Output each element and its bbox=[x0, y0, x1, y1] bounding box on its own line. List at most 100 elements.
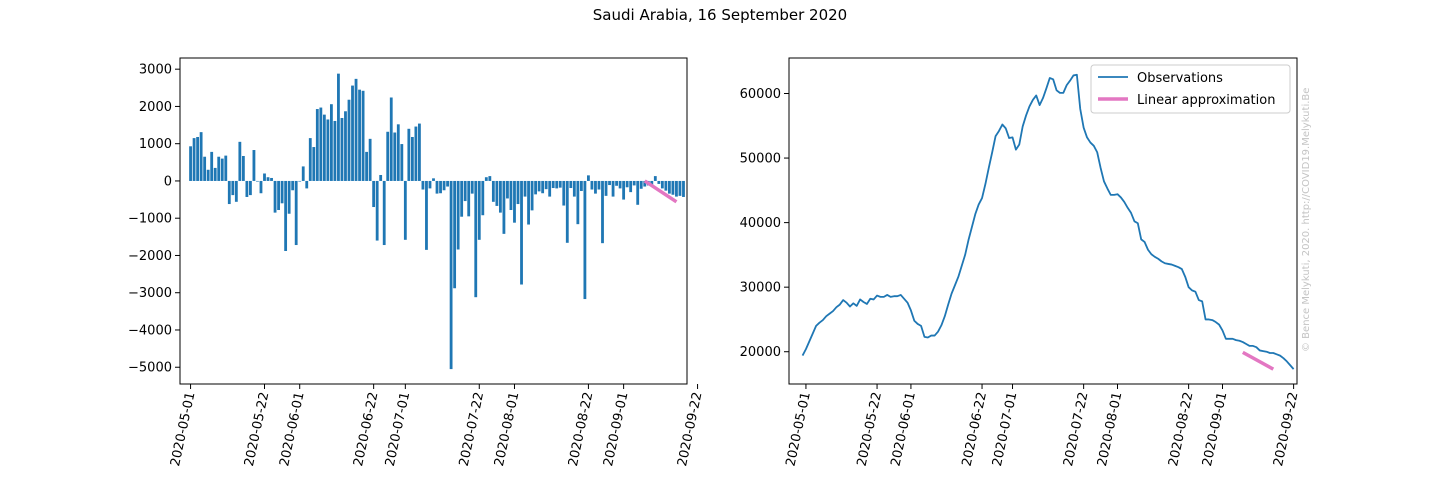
x-tick-label: 2020-08-22 bbox=[1166, 391, 1196, 468]
bar bbox=[347, 99, 351, 181]
bar bbox=[506, 180, 509, 199]
bar bbox=[491, 180, 495, 202]
bar bbox=[234, 180, 238, 202]
bar bbox=[375, 180, 379, 241]
bar bbox=[410, 136, 414, 181]
bar bbox=[572, 180, 576, 197]
bar bbox=[555, 180, 559, 189]
legend-label-observations: Observations bbox=[1137, 71, 1223, 86]
bar bbox=[537, 180, 541, 192]
bar bbox=[615, 180, 618, 186]
y-tick-label: −5000 bbox=[128, 361, 172, 376]
bar bbox=[305, 180, 309, 189]
bar bbox=[301, 166, 305, 181]
bar bbox=[611, 180, 615, 197]
bar bbox=[213, 167, 217, 181]
x-tick-label: 2020-09-01 bbox=[601, 391, 631, 468]
bar bbox=[467, 180, 471, 217]
bar bbox=[601, 180, 604, 244]
bar bbox=[273, 180, 277, 213]
bar bbox=[625, 180, 629, 188]
bar bbox=[428, 180, 432, 189]
bar bbox=[400, 144, 404, 181]
x-tick-label: 2020-05-22 bbox=[242, 391, 272, 468]
bar bbox=[449, 180, 453, 370]
bar bbox=[287, 180, 291, 214]
bar bbox=[280, 180, 284, 204]
x-tick-label: 2020-05-22 bbox=[855, 391, 885, 468]
bar bbox=[227, 180, 231, 205]
bar bbox=[562, 180, 566, 206]
bar bbox=[418, 123, 421, 181]
bar bbox=[618, 180, 622, 189]
y-tick-label: 1000 bbox=[139, 137, 172, 152]
bar bbox=[569, 180, 573, 189]
y-tick-label: −3000 bbox=[128, 286, 172, 301]
bar bbox=[675, 180, 678, 197]
bar bbox=[298, 180, 302, 182]
x-tick-label: 2020-07-01 bbox=[990, 391, 1020, 468]
bar bbox=[636, 180, 640, 205]
bar bbox=[382, 180, 386, 246]
bar bbox=[421, 180, 425, 190]
bar bbox=[495, 180, 499, 206]
bar bbox=[463, 180, 467, 202]
x-tick-label: 2020-08-22 bbox=[566, 391, 596, 468]
bar bbox=[354, 78, 358, 181]
x-tick-label: 2020-08-01 bbox=[1095, 391, 1125, 468]
figure-title: Saudi Arabia, 16 September 2020 bbox=[592, 6, 848, 24]
bar bbox=[632, 180, 636, 186]
bar bbox=[579, 180, 583, 192]
legend-box bbox=[1090, 64, 1291, 114]
bar bbox=[608, 180, 611, 186]
bar bbox=[456, 180, 460, 250]
bar bbox=[650, 180, 654, 185]
bar bbox=[548, 180, 552, 197]
bar bbox=[453, 180, 457, 289]
bar bbox=[256, 180, 259, 182]
bar bbox=[270, 177, 273, 181]
bar bbox=[502, 180, 506, 234]
legend: Observations Linear approximation bbox=[1090, 64, 1291, 114]
left-chart-daily-change: 2020-05-01 2020-05-22 2020-06-01 2020-06-22… bbox=[128, 57, 705, 468]
bar bbox=[224, 155, 228, 181]
bar bbox=[393, 132, 397, 181]
bar bbox=[249, 180, 252, 196]
bar bbox=[460, 180, 464, 217]
bar bbox=[488, 176, 492, 181]
bar bbox=[312, 147, 316, 181]
bar bbox=[520, 180, 523, 285]
bar bbox=[534, 180, 538, 195]
y-tick-label: 60000 bbox=[740, 87, 781, 102]
x-tick-label: 2020-05-01 bbox=[783, 391, 813, 468]
bar bbox=[530, 180, 534, 211]
bar bbox=[597, 180, 601, 190]
bar bbox=[541, 180, 545, 194]
bar bbox=[266, 177, 270, 181]
y-tick-label: 3000 bbox=[139, 63, 172, 78]
bar bbox=[682, 180, 685, 197]
y-tick-label: −1000 bbox=[128, 212, 172, 227]
bar bbox=[565, 180, 569, 243]
x-tick-label: 2020-06-22 bbox=[960, 391, 990, 468]
x-tick-label: 2020-07-22 bbox=[457, 391, 487, 468]
x-tick-label: 2020-09-01 bbox=[1200, 391, 1230, 468]
bar bbox=[291, 180, 295, 191]
bar bbox=[308, 138, 312, 181]
observations-line bbox=[801, 73, 1295, 370]
bar bbox=[365, 151, 369, 181]
bar bbox=[210, 151, 214, 181]
bar bbox=[189, 146, 192, 181]
bar bbox=[653, 176, 657, 181]
bar bbox=[351, 85, 354, 181]
x-tick-label: 2020-06-01 bbox=[888, 391, 918, 468]
y-tick-label: −2000 bbox=[128, 249, 172, 264]
x-tick-label: 2020-08-01 bbox=[492, 391, 522, 468]
bar bbox=[238, 141, 242, 181]
x-tick-label: 2020-06-22 bbox=[351, 391, 381, 468]
bar bbox=[516, 180, 520, 205]
bar bbox=[414, 126, 418, 181]
y-tick-label: 0 bbox=[164, 174, 172, 189]
bar bbox=[326, 119, 330, 181]
